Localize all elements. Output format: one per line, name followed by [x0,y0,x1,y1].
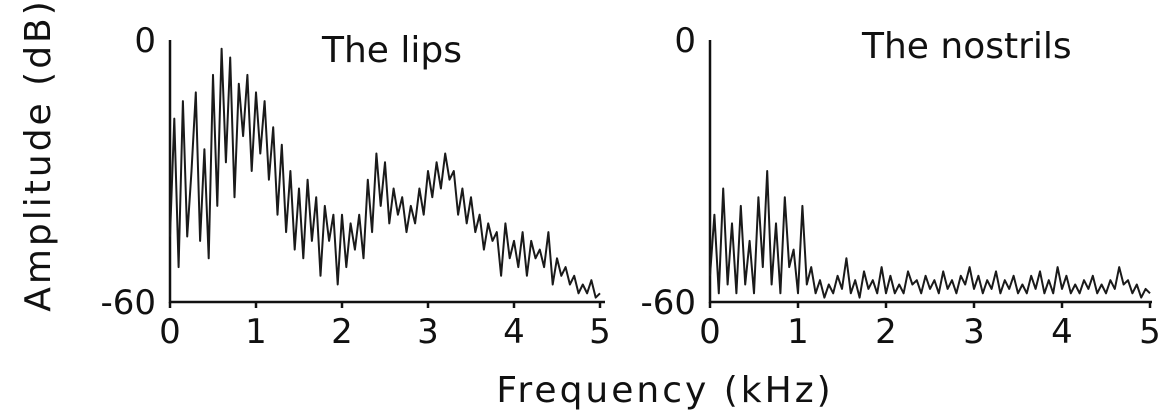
lips-series-line [169,47,601,299]
x-tick-label: 2 [331,312,353,352]
x-tick-label: 5 [1139,312,1161,352]
nostrils-series-line [709,170,1151,299]
panel-nostrils: The nostrils 0 1 2 3 4 50-60 [640,21,1160,352]
y-tick-label: 0 [674,21,696,61]
x-tick-label: 0 [699,312,721,352]
y-tick-label: 0 [134,21,156,61]
x-tick-label: 3 [417,312,439,352]
x-tick-label: 3 [963,312,985,352]
lips-ticks: 0 1 2 3 4 50-60 [100,21,610,352]
y-tick-label: -60 [100,283,156,323]
nostrils-title: The nostrils [861,26,1072,67]
nostrils-axes [708,40,1152,304]
panel-lips: The lips 0 1 2 3 4 50-60 [100,21,610,352]
lips-title: The lips [321,30,462,71]
x-tick-label: 0 [159,312,181,352]
nostrils-ticks: 0 1 2 3 4 50-60 [640,21,1160,352]
x-tick-label: 1 [245,312,267,352]
x-tick-label: 4 [503,312,525,352]
y-tick-label: -60 [640,283,696,323]
x-tick-label: 5 [589,312,611,352]
x-tick-label: 1 [787,312,809,352]
x-axis-label: Frequency (kHz) [496,370,833,411]
y-axis-label: Amplitude (dB) [18,0,59,312]
x-tick-label: 2 [875,312,897,352]
x-tick-label: 4 [1051,312,1073,352]
